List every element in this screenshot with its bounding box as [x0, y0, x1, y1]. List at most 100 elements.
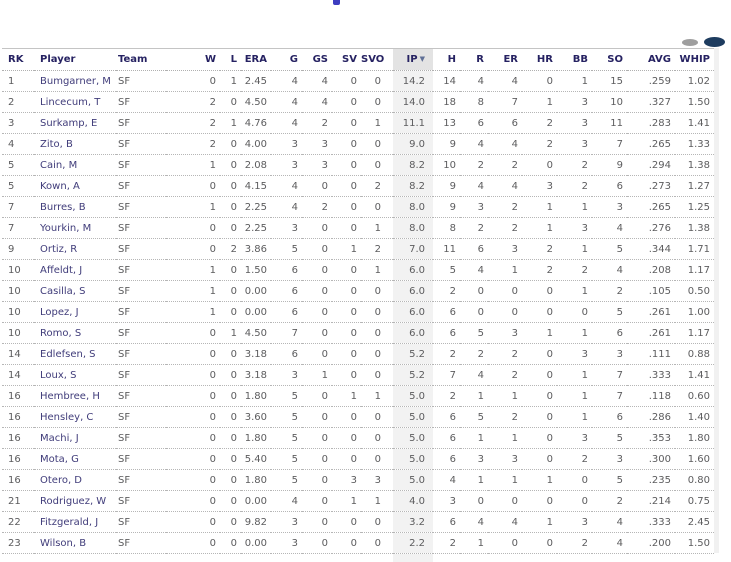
stat-team: SF: [116, 217, 166, 239]
stat-hr: 0: [522, 301, 557, 323]
stat-gs: 0: [302, 448, 332, 470]
col-header-svo[interactable]: SVO: [361, 48, 393, 71]
player-link[interactable]: Lopez, J: [40, 306, 79, 318]
stat-er: 3: [488, 322, 522, 344]
player-row: 16 Hembree, H SF 0 0 1.80 5 0 1 1 5.0 2 1 1 0 1 7.118 0.6…: [2, 385, 714, 407]
stat-svo: 0: [361, 343, 393, 365]
player-link[interactable]: Hembree, H: [40, 390, 100, 402]
player-link[interactable]: Affeldt, J: [40, 264, 83, 276]
stat-l: 0: [220, 532, 241, 554]
stat-hr: 0: [522, 280, 557, 302]
pitching-stats-table-container: RK Player Team W L ERA G GS SV SVO IP ▼ H R ER HR BB SO AV…: [2, 48, 714, 562]
stat-l: 0: [220, 154, 241, 176]
stat-gs: 0: [302, 469, 332, 491]
player-link[interactable]: Hensley, C: [40, 411, 94, 423]
stat-team: SF: [116, 322, 166, 344]
stat-team: SF: [116, 532, 166, 554]
col-header-bb[interactable]: BB: [557, 48, 592, 71]
player-link[interactable]: Rodriguez, W: [40, 495, 107, 507]
player-link[interactable]: Loux, S: [40, 369, 77, 381]
clipped-button-right[interactable]: [704, 37, 725, 47]
stat-sv: 0: [332, 91, 361, 113]
stat-ip: 6.0: [393, 280, 433, 302]
stat-team: SF: [116, 343, 166, 365]
player-link[interactable]: Romo, S: [40, 327, 82, 339]
stat-era: 0.00: [241, 490, 271, 512]
stat-hr: 2: [522, 133, 557, 155]
col-header-gs[interactable]: GS: [302, 48, 332, 71]
player-link[interactable]: Edlefsen, S: [40, 348, 96, 360]
stat-avg: .344: [627, 238, 675, 260]
player-link[interactable]: Fitzgerald, J: [40, 516, 99, 528]
player-link[interactable]: Lincecum, T: [40, 96, 101, 108]
col-header-ip[interactable]: IP ▼: [393, 48, 433, 71]
col-header-sv[interactable]: SV: [332, 48, 361, 71]
stat-so: 7: [592, 385, 627, 407]
player-cell: Lopez, J: [34, 301, 116, 323]
stat-h: 10: [433, 154, 460, 176]
stat-hr: 1: [522, 322, 557, 344]
col-header-g[interactable]: G: [271, 48, 302, 71]
clipped-cell: [592, 554, 627, 562]
stat-bb: 3: [557, 343, 592, 365]
col-header-er[interactable]: ER: [488, 48, 522, 71]
col-header-so[interactable]: SO: [592, 48, 627, 71]
player-row: 4 Zito, B SF 2 0 4.00 3 3 0 0 9.0 9 4 4 2 3 7.265 1.33: [2, 133, 714, 155]
stat-er: 6: [488, 112, 522, 134]
stat-avg: .294: [627, 154, 675, 176]
col-header-hr[interactable]: HR: [522, 48, 557, 71]
stat-so: 5: [592, 301, 627, 323]
player-cell: Casilla, S: [34, 280, 116, 302]
stat-avg: .261: [627, 322, 675, 344]
col-header-team[interactable]: Team: [116, 48, 166, 71]
stat-team: SF: [116, 364, 166, 386]
player-row: 10 Lopez, J SF 1 0 0.00 6 0 0 0 6.0 6 0 0 0 0 5.261 1.00: [2, 301, 714, 323]
player-link[interactable]: Surkamp, E: [40, 117, 98, 129]
player-link[interactable]: Burres, B: [40, 201, 86, 213]
stat-g: 4: [271, 91, 302, 113]
stat-h: 7: [433, 364, 460, 386]
stat-whip: 1.60: [675, 448, 714, 470]
stat-team: SF: [116, 133, 166, 155]
player-link[interactable]: Ortiz, R: [40, 243, 78, 255]
player-link[interactable]: Otero, D: [40, 474, 83, 486]
player-link[interactable]: Kown, A: [40, 180, 80, 192]
stat-bb: 1: [557, 364, 592, 386]
stat-rk: 7: [2, 196, 34, 218]
player-cell: Surkamp, E: [34, 112, 116, 134]
player-link[interactable]: Mota, G: [40, 453, 79, 465]
col-header-w[interactable]: W: [166, 48, 220, 71]
stat-gs: 0: [302, 385, 332, 407]
player-link[interactable]: Wilson, B: [40, 537, 87, 549]
col-header-l[interactable]: L: [220, 48, 241, 71]
player-cell: Cain, M: [34, 154, 116, 176]
stat-l: 1: [220, 112, 241, 134]
col-header-player[interactable]: Player: [34, 48, 116, 71]
stat-bb: 1: [557, 196, 592, 218]
player-link[interactable]: Yourkin, M: [40, 222, 92, 234]
player-link[interactable]: Zito, B: [40, 138, 73, 150]
col-header-whip[interactable]: WHIP: [675, 48, 714, 71]
player-link[interactable]: Machi, J: [40, 432, 79, 444]
col-header-rk[interactable]: RK: [2, 48, 34, 71]
stat-h: 6: [433, 406, 460, 428]
player-link[interactable]: Cain, M: [40, 159, 78, 171]
stat-ip: 8.2: [393, 175, 433, 197]
stat-whip: 0.75: [675, 490, 714, 512]
player-cell: Mota, G: [34, 448, 116, 470]
stat-l: 0: [220, 343, 241, 365]
col-header-label: Player: [40, 54, 76, 65]
col-header-era[interactable]: ERA: [241, 48, 271, 71]
clipped-cell: [2, 554, 34, 562]
col-header-r[interactable]: R: [460, 48, 488, 71]
stat-bb: 0: [557, 469, 592, 491]
stat-r: 3: [460, 196, 488, 218]
player-link[interactable]: Casilla, S: [40, 285, 86, 297]
stat-so: 5: [592, 469, 627, 491]
col-header-h[interactable]: H: [433, 48, 460, 71]
col-header-avg[interactable]: AVG: [627, 48, 675, 71]
stat-era: 3.18: [241, 343, 271, 365]
player-link[interactable]: Bumgarner, M: [40, 75, 111, 87]
clipped-button-left[interactable]: [682, 39, 698, 46]
stat-l: 1: [220, 322, 241, 344]
